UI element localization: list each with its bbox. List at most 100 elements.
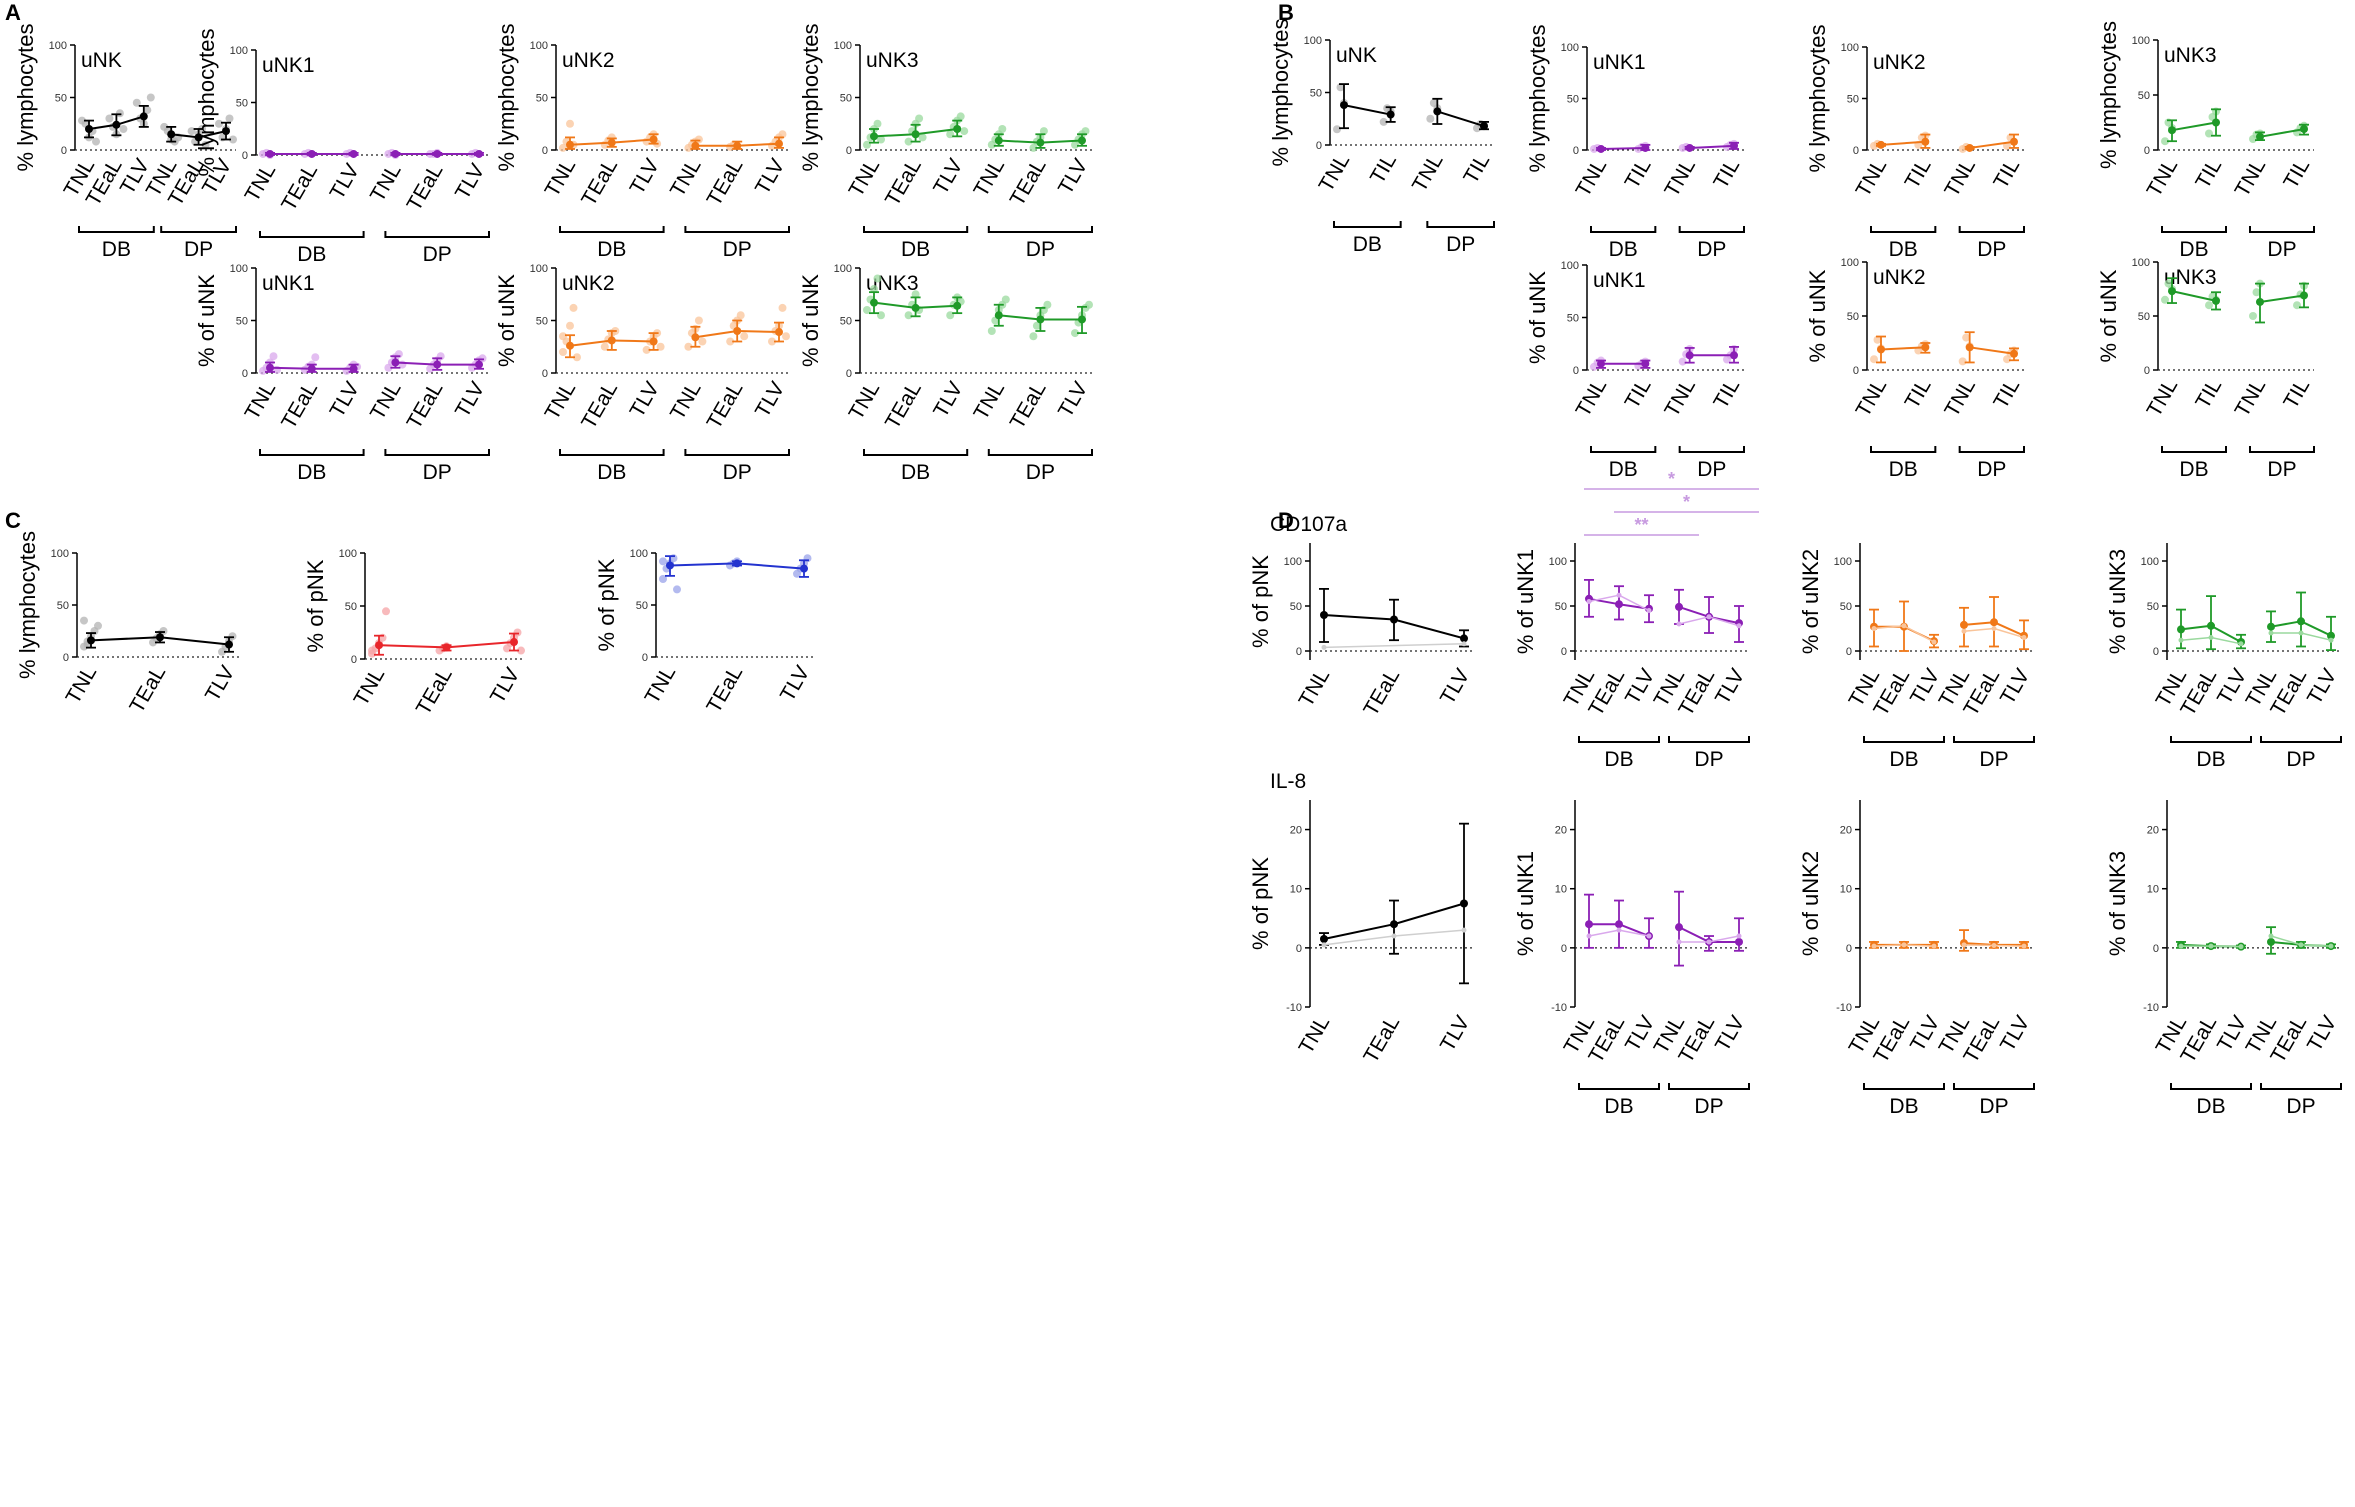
data-dot <box>1873 335 1882 344</box>
mean-point <box>1735 937 1743 946</box>
x-tick-label: TIL <box>1459 150 1494 188</box>
x-tick-label: TLV <box>1996 665 2034 709</box>
y-tick-label: 0 <box>1316 140 1322 152</box>
series-line <box>569 141 612 146</box>
series-line <box>873 133 916 138</box>
mean-point <box>994 136 1003 145</box>
data-dot <box>225 114 234 123</box>
mean-point-light <box>1646 608 1652 613</box>
group-bracket <box>1578 736 1660 743</box>
mean-point-light <box>1961 942 1967 948</box>
mean-point <box>2168 126 2176 135</box>
y-tick-label: 50 <box>1567 313 1579 325</box>
data-dot <box>2252 288 2261 297</box>
data-dot <box>382 607 390 616</box>
group-bracket <box>384 231 490 238</box>
mean-point-light <box>2328 637 2334 643</box>
series-line <box>1588 597 1620 606</box>
group-label: DB <box>2179 238 2208 261</box>
x-tick-label: TLV <box>1711 665 1749 709</box>
x-tick-label: TNL <box>350 664 390 710</box>
x-tick-label: TIL <box>1901 155 1936 193</box>
mean-point <box>375 641 383 650</box>
x-tick-label: TNL <box>1852 155 1892 201</box>
group-bracket <box>1426 221 1495 228</box>
y-tick-label: 100 <box>1841 42 1859 54</box>
x-tick-label: TLV <box>451 160 489 204</box>
series-line-light <box>1993 627 2025 639</box>
x-tick-label: TNL <box>541 378 581 424</box>
mean-point <box>1641 143 1650 152</box>
data-dot <box>159 627 168 635</box>
group-label: DP <box>184 238 213 261</box>
mean-point <box>691 333 700 342</box>
x-tick-label: TLV <box>626 155 664 199</box>
series-line <box>1040 139 1083 144</box>
chart-D5: -10 0 10 20 % of pNK IL-8 TNL TEaL TLV <box>1248 770 1474 1067</box>
y-tick-label: 100 <box>1834 556 1852 568</box>
series-line <box>998 314 1041 321</box>
group-label: DB <box>2196 1095 2225 1118</box>
x-tick-label: TLV <box>751 378 789 422</box>
y-tick-label: 100 <box>530 40 548 52</box>
series-line <box>1393 618 1465 640</box>
group-label: DP <box>1694 1095 1723 1118</box>
data-dot <box>1333 125 1341 134</box>
group-label: DB <box>1604 748 1633 771</box>
mean-point-light <box>2208 943 2214 949</box>
mean-point-light <box>1616 927 1622 933</box>
mean-point-light <box>2298 942 2304 948</box>
y-axis-label: % lymphocytes <box>1805 25 1830 173</box>
x-tick-label: TLV <box>2303 665 2341 709</box>
data-dot <box>1029 143 1038 152</box>
x-tick-label: TNL <box>1940 155 1980 201</box>
mean-point-light <box>1961 628 1967 634</box>
group-bracket <box>559 449 665 456</box>
x-tick-label: TNL <box>1408 150 1448 196</box>
x-tick-label: TEaL <box>1006 155 1051 210</box>
y-tick-label: 0 <box>2153 646 2159 658</box>
data-dot <box>559 348 567 356</box>
y-axis-label: % of pNK <box>1248 555 1273 648</box>
mean-point <box>1730 351 1738 360</box>
y-tick-label: 100 <box>834 263 852 275</box>
y-axis-label: % lymphocytes <box>194 29 219 177</box>
y-tick-label: 50 <box>1310 88 1322 100</box>
mean-point <box>1480 122 1488 131</box>
series-line <box>2210 624 2242 643</box>
series-line <box>2180 624 2212 631</box>
x-tick-label: TNL <box>1295 1012 1335 1058</box>
mean-point <box>1685 351 1694 360</box>
mean-point-light <box>1991 942 1997 948</box>
x-tick-label: TIL <box>1709 155 1744 193</box>
x-tick-label: TEaL <box>1359 665 1404 720</box>
y-tick-label: 0 <box>2144 365 2150 377</box>
mean-point <box>994 311 1003 320</box>
series-line <box>1323 923 1395 940</box>
chart-title: uNK2 <box>1873 51 1926 74</box>
series-line <box>1343 104 1391 116</box>
group-bracket <box>1590 226 1657 233</box>
mean-point <box>1386 110 1395 119</box>
chart-title: uNK1 <box>262 272 315 295</box>
series-line <box>1618 923 1650 937</box>
mean-point <box>1390 615 1398 624</box>
series-line-light <box>1678 616 1710 625</box>
mean-point <box>1036 138 1045 147</box>
mean-point <box>2010 137 2018 146</box>
group-label: DB <box>2196 748 2225 771</box>
series-line <box>269 366 312 370</box>
chart-title: uNK3 <box>2164 44 2217 67</box>
group-bracket <box>1333 221 1402 228</box>
mean-point <box>1615 600 1623 609</box>
mean-point-light <box>2178 637 2184 643</box>
data-dot <box>80 616 88 625</box>
mean-point-light <box>2021 943 2027 949</box>
group-label: DP <box>1446 233 1475 256</box>
y-tick-label: 50 <box>236 316 248 328</box>
x-tick-label: TIL <box>1989 375 2024 413</box>
group-label: DB <box>1604 1095 1633 1118</box>
group-label: DB <box>1889 748 1918 771</box>
